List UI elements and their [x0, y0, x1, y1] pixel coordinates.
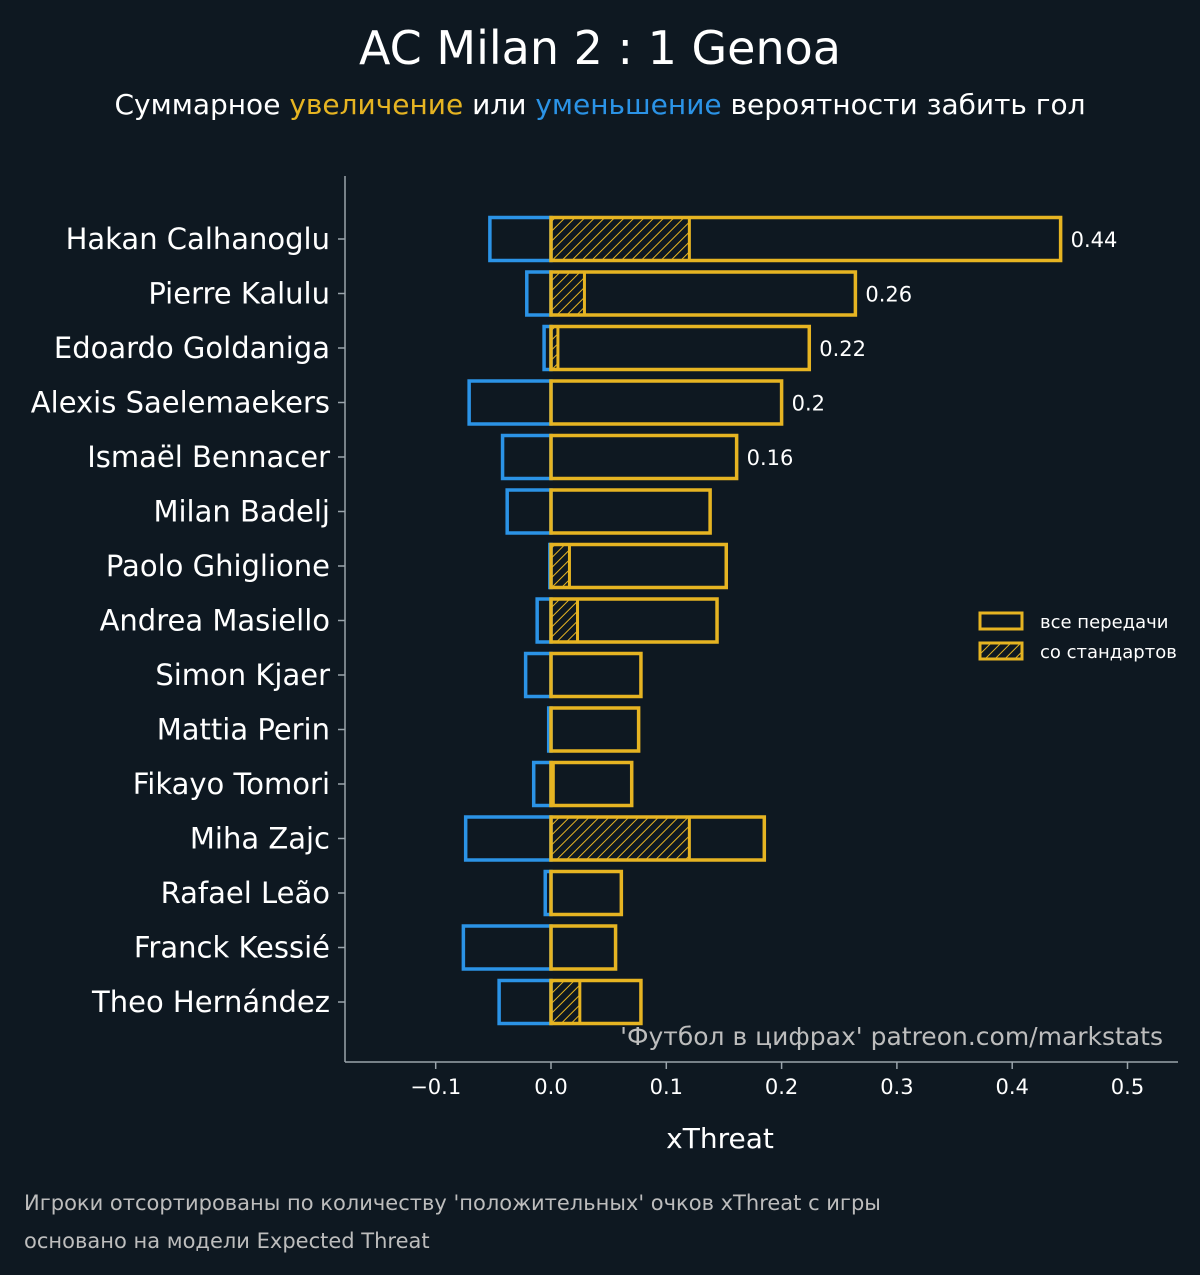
legend-swatch-all-passes: [978, 611, 1024, 631]
y-label-edoardo-goldaniga: Edoardo Goldaniga: [54, 331, 330, 365]
chart-subtitle: Суммарное увеличение или уменьшение веро…: [114, 88, 1085, 121]
x-tick-label-0: −0.1: [410, 1075, 461, 1099]
y-label-ismael-bennacer: Ismaël Bennacer: [87, 440, 330, 474]
bar-set-pieces-miha-zajc: [549, 815, 691, 862]
bar-positive-ismael-bennacer: [549, 433, 739, 481]
y-label-fikayo-tomori: Fikayo Tomori: [133, 767, 330, 801]
bar-positive-alexis-saelemaekers: [549, 379, 784, 426]
bar-positive-milan-badelj: [549, 488, 712, 535]
x-tick-label-3: 0.2: [765, 1075, 798, 1099]
x-axis-label: xThreat: [666, 1122, 774, 1155]
bar-positive-paolo-ghiglione: [549, 542, 729, 590]
bar-negative-franck-kessie: [461, 924, 553, 971]
bar-positive-edoardo-goldaniga: [549, 324, 812, 372]
bar-positive-mattia-perin: [549, 706, 641, 753]
footnote-line-1: Игроки отсортированы по количеству 'поло…: [24, 1191, 881, 1215]
watermark: 'Футбол в цифрах' patreon.com/markstats: [620, 1022, 1163, 1051]
bar-negative-andrea-masiello: [535, 597, 553, 644]
y-label-simon-kjaer: Simon Kjaer: [155, 658, 330, 692]
subtitle-part-2: или: [463, 88, 535, 121]
y-label-pierre-kalulu: Pierre Kalulu: [148, 277, 330, 311]
legend-swatch-set-pieces: [978, 641, 1024, 661]
bar-positive-hakan-calhanoglu: [549, 215, 1063, 263]
x-tick-label-1: 0.0: [534, 1075, 567, 1099]
bar-negative-theo-hernandez: [497, 978, 553, 1026]
legend-label-all-passes: все передачи: [1040, 612, 1168, 633]
bar-set-pieces-paolo-ghiglione: [549, 543, 571, 589]
subtitle-increase: увеличение: [289, 88, 463, 121]
x-tick-label-6: 0.5: [1111, 1075, 1144, 1099]
value-label-hakan-calhanoglu: 0.44: [1071, 228, 1118, 252]
bar-positive-theo-hernandez: [549, 978, 643, 1026]
y-label-rafael-leao: Rafael Leão: [161, 876, 330, 910]
y-label-andrea-masiello: Andrea Masiello: [100, 604, 330, 638]
value-labels: 0.44 0.26 0.22 0.2 0.16: [747, 228, 1118, 470]
bar-set-pieces-hakan-calhanoglu: [549, 216, 691, 262]
subtitle-part-1: Суммарное: [114, 88, 289, 121]
bar-negative-alexis-saelemaekers: [467, 379, 553, 426]
chart-title: AC Milan 2 : 1 Genoa: [359, 21, 841, 75]
bar-negative-milan-badelj: [505, 488, 553, 535]
bar-positive-simon-kjaer: [549, 651, 643, 699]
bars: [461, 215, 1063, 1026]
y-label-miha-zajc: Miha Zajc: [190, 822, 330, 856]
y-label-milan-badelj: Milan Badelj: [153, 495, 330, 529]
subtitle-part-3: вероятности забить гол: [722, 88, 1086, 121]
y-label-hakan-calhanoglu: Hakan Calhanoglu: [66, 222, 330, 256]
bar-positive-fikayo-tomori: [549, 760, 634, 808]
y-label-franck-kessie: Franck Kessié: [134, 931, 330, 965]
legend-label-set-pieces: со стандартов: [1040, 642, 1177, 663]
x-tick-label-5: 0.4: [995, 1075, 1028, 1099]
subtitle-decrease: уменьшение: [535, 88, 721, 121]
bar-set-pieces-pierre-kalulu: [549, 270, 586, 317]
bar-positive-pierre-kalulu: [549, 270, 858, 317]
bar-positive-andrea-masiello: [549, 597, 719, 644]
value-label-pierre-kalulu: 0.26: [865, 283, 912, 307]
legend: все передачи со стандартов: [978, 611, 1177, 663]
bar-negative-hakan-calhanoglu: [488, 215, 553, 263]
bar-negative-simon-kjaer: [523, 651, 553, 699]
bar-negative-miha-zajc: [463, 815, 553, 862]
bar-set-pieces-andrea-masiello: [549, 597, 580, 644]
value-label-edoardo-goldaniga: 0.22: [819, 337, 866, 361]
y-label-paolo-ghiglione: Paolo Ghiglione: [106, 549, 330, 583]
y-axis-labels: Hakan Calhanoglu Pierre Kalulu Edoardo Gol…: [31, 222, 345, 1019]
bar-positive-rafael-leao: [549, 869, 624, 917]
value-label-alexis-saelemaekers: 0.2: [792, 392, 825, 416]
y-label-theo-hernandez: Theo Hernández: [91, 985, 330, 1019]
value-label-ismael-bennacer: 0.16: [747, 446, 794, 470]
bar-negative-ismael-bennacer: [500, 433, 553, 481]
bar-set-pieces-theo-hernandez: [549, 979, 582, 1025]
bar-negative-fikayo-tomori: [531, 760, 553, 808]
x-axis-ticks: −0.1 0.0 0.1 0.2 0.3 0.4 0.5: [410, 1062, 1144, 1099]
bar-positive-franck-kessie: [549, 924, 618, 971]
footnote-line-2: основано на модели Expected Threat: [24, 1229, 430, 1253]
x-tick-label-4: 0.3: [880, 1075, 913, 1099]
bar-positive-miha-zajc: [549, 815, 767, 862]
x-tick-label-2: 0.1: [650, 1075, 683, 1099]
bar-negative-pierre-kalulu: [525, 270, 553, 317]
y-label-mattia-perin: Mattia Perin: [157, 713, 330, 747]
y-label-alexis-saelemaekers: Alexis Saelemaekers: [31, 386, 330, 420]
